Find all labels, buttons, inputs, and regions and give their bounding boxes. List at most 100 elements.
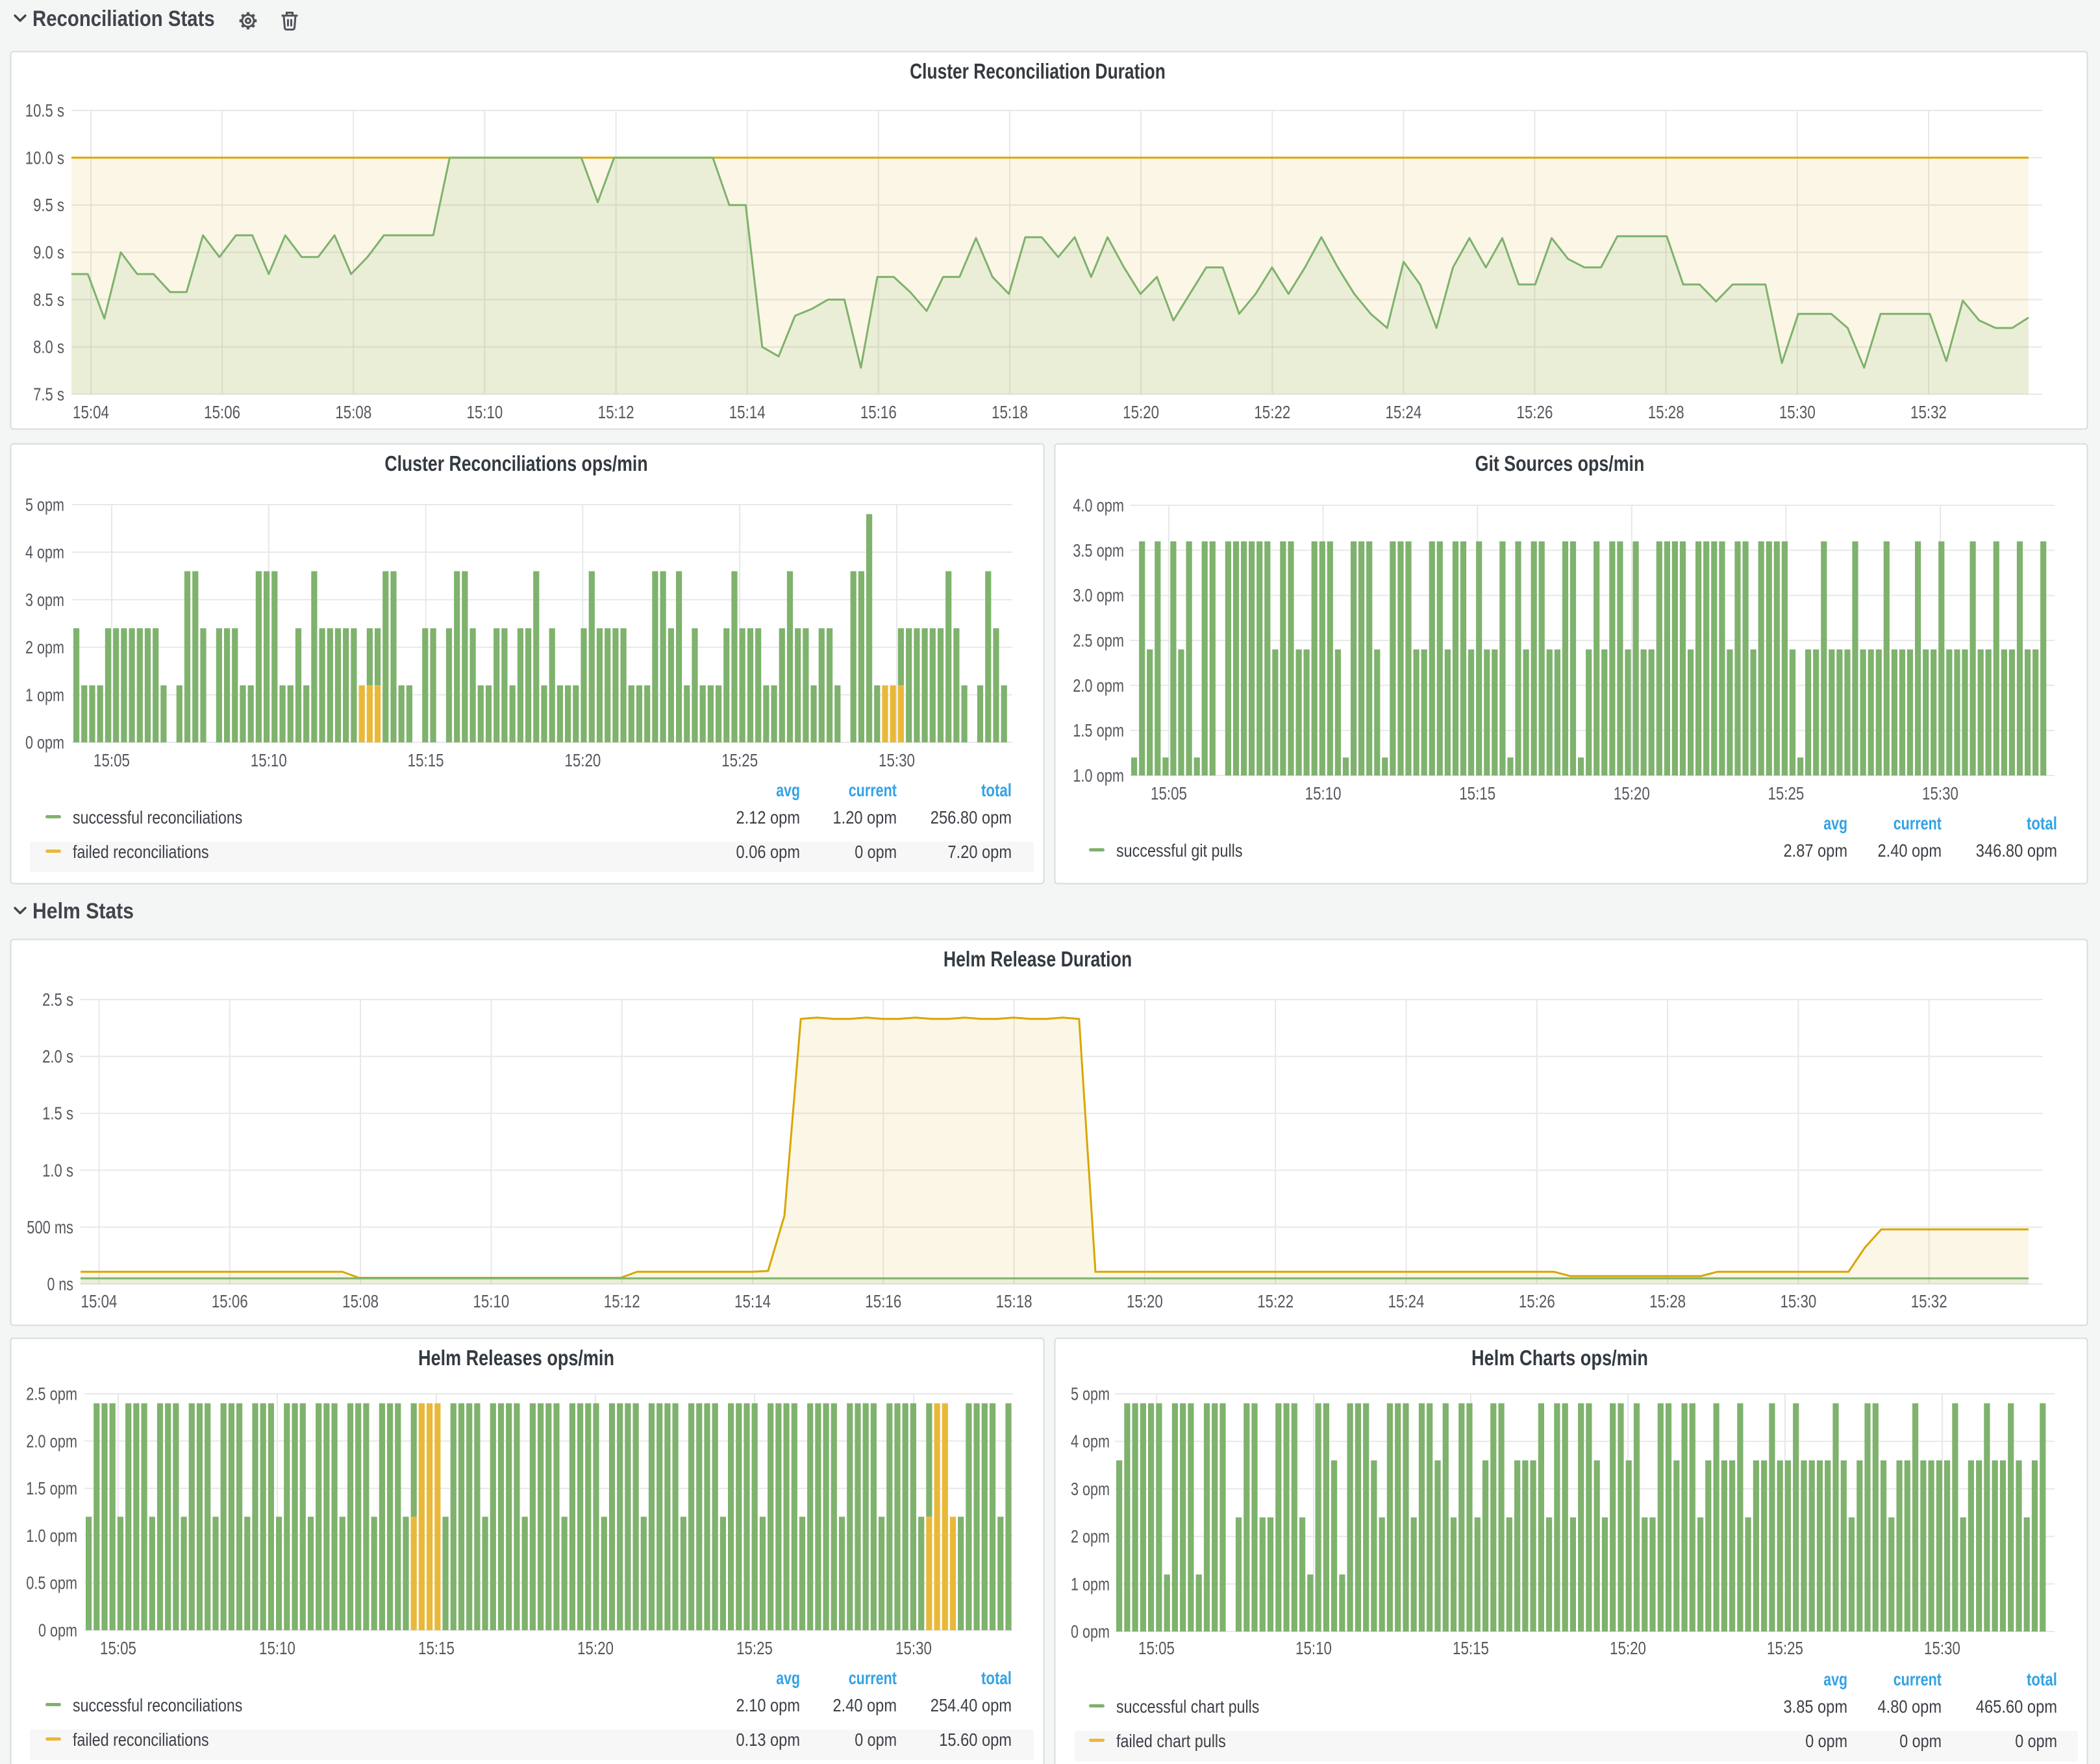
svg-text:3.85 opm: 3.85 opm	[1784, 1696, 1848, 1717]
svg-text:15:32: 15:32	[1910, 402, 1947, 422]
svg-text:15:05: 15:05	[94, 750, 130, 770]
svg-text:total: total	[981, 1668, 1012, 1688]
svg-text:2.0 s: 2.0 s	[42, 1046, 73, 1066]
svg-text:successful chart pulls: successful chart pulls	[1116, 1696, 1259, 1717]
svg-text:Helm Charts ops/min: Helm Charts ops/min	[1471, 1346, 1648, 1370]
svg-text:avg: avg	[776, 780, 800, 800]
svg-text:15:25: 15:25	[1768, 783, 1804, 803]
svg-text:0 ns: 0 ns	[47, 1274, 74, 1294]
svg-text:15.60 opm: 15.60 opm	[939, 1730, 1012, 1750]
svg-text:0 opm: 0 opm	[1071, 1622, 1110, 1642]
svg-text:successful reconciliations: successful reconciliations	[73, 807, 242, 827]
svg-text:current: current	[1894, 1669, 1942, 1689]
svg-text:15:26: 15:26	[1517, 402, 1553, 422]
svg-text:successful reconciliations: successful reconciliations	[73, 1695, 242, 1715]
svg-text:2.0 opm: 2.0 opm	[1073, 675, 1124, 696]
svg-text:256.80 opm: 256.80 opm	[931, 807, 1012, 827]
svg-text:15:28: 15:28	[1648, 402, 1684, 422]
svg-text:4.80 opm: 4.80 opm	[1878, 1696, 1942, 1717]
svg-text:15:14: 15:14	[729, 402, 766, 422]
svg-text:15:24: 15:24	[1385, 402, 1421, 422]
svg-text:failed reconciliations: failed reconciliations	[73, 1730, 209, 1750]
svg-text:2.12 opm: 2.12 opm	[736, 807, 801, 827]
svg-text:0 opm: 0 opm	[2015, 1731, 2057, 1751]
svg-text:5 opm: 5 opm	[25, 495, 64, 515]
svg-text:15:18: 15:18	[996, 1291, 1032, 1311]
svg-text:4 opm: 4 opm	[25, 542, 64, 562]
svg-text:Cluster Reconciliation Duratio: Cluster Reconciliation Duration	[910, 59, 1166, 83]
svg-text:465.60 opm: 465.60 opm	[1976, 1696, 2057, 1717]
svg-text:2.5 opm: 2.5 opm	[26, 1384, 77, 1404]
svg-text:15:30: 15:30	[879, 750, 915, 770]
svg-text:avg: avg	[1823, 813, 1847, 833]
svg-text:15:10: 15:10	[1305, 783, 1342, 803]
svg-text:2.0 opm: 2.0 opm	[26, 1431, 77, 1451]
svg-text:0 opm: 0 opm	[25, 733, 64, 753]
svg-text:15:25: 15:25	[736, 1638, 773, 1658]
svg-text:15:25: 15:25	[1767, 1638, 1803, 1658]
svg-text:Git Sources ops/min: Git Sources ops/min	[1475, 451, 1645, 475]
svg-text:5 opm: 5 opm	[1071, 1384, 1110, 1404]
svg-text:15:30: 15:30	[1924, 1638, 1960, 1658]
svg-text:1.5 opm: 1.5 opm	[26, 1478, 77, 1498]
svg-text:15:15: 15:15	[1459, 783, 1495, 803]
svg-text:current: current	[849, 1668, 897, 1688]
svg-text:successful git pulls: successful git pulls	[1116, 840, 1243, 861]
svg-text:346.80 opm: 346.80 opm	[1976, 840, 2057, 861]
svg-text:15:22: 15:22	[1254, 402, 1290, 422]
svg-text:15:06: 15:06	[212, 1291, 248, 1311]
svg-text:15:20: 15:20	[1123, 402, 1159, 422]
svg-text:current: current	[849, 780, 897, 800]
svg-text:0 opm: 0 opm	[855, 1730, 897, 1750]
svg-text:15:15: 15:15	[418, 1638, 455, 1658]
svg-text:failed reconciliations: failed reconciliations	[73, 842, 209, 862]
svg-text:1.20 opm: 1.20 opm	[833, 807, 897, 827]
svg-text:15:10: 15:10	[466, 402, 503, 422]
svg-text:7.5 s: 7.5 s	[33, 384, 64, 405]
svg-text:15:04: 15:04	[81, 1291, 118, 1311]
svg-text:15:10: 15:10	[473, 1291, 509, 1311]
svg-text:7.20 opm: 7.20 opm	[948, 842, 1012, 862]
svg-text:3 opm: 3 opm	[25, 590, 64, 610]
svg-text:15:08: 15:08	[342, 1291, 379, 1311]
svg-text:avg: avg	[1823, 1669, 1847, 1689]
svg-text:2.5 opm: 2.5 opm	[1073, 631, 1124, 651]
svg-text:9.0 s: 9.0 s	[33, 242, 64, 262]
svg-text:2.87 opm: 2.87 opm	[1784, 840, 1848, 861]
svg-text:0 opm: 0 opm	[1899, 1731, 1942, 1751]
svg-text:15:20: 15:20	[1614, 783, 1650, 803]
svg-text:15:10: 15:10	[1295, 1638, 1332, 1658]
svg-text:2.40 opm: 2.40 opm	[1878, 840, 1942, 861]
svg-text:15:30: 15:30	[1779, 402, 1816, 422]
svg-text:Reconciliation Stats: Reconciliation Stats	[32, 6, 215, 31]
svg-text:15:30: 15:30	[1780, 1291, 1816, 1311]
svg-text:0 opm: 0 opm	[855, 842, 897, 862]
svg-text:8.0 s: 8.0 s	[33, 337, 64, 357]
svg-text:15:16: 15:16	[865, 1291, 901, 1311]
svg-text:avg: avg	[776, 1668, 800, 1688]
svg-text:3.0 opm: 3.0 opm	[1073, 585, 1124, 605]
svg-text:15:05: 15:05	[100, 1638, 136, 1658]
svg-text:2 opm: 2 opm	[1071, 1526, 1110, 1546]
svg-text:15:26: 15:26	[1519, 1291, 1555, 1311]
svg-text:10.5 s: 10.5 s	[25, 101, 64, 121]
svg-text:0.13 opm: 0.13 opm	[736, 1730, 801, 1750]
svg-text:15:10: 15:10	[259, 1638, 295, 1658]
svg-text:15:05: 15:05	[1138, 1638, 1175, 1658]
svg-text:1.5 s: 1.5 s	[42, 1103, 73, 1124]
svg-text:8.5 s: 8.5 s	[33, 290, 64, 310]
svg-text:4 opm: 4 opm	[1071, 1431, 1110, 1452]
svg-text:1.0 opm: 1.0 opm	[26, 1526, 77, 1546]
svg-text:1.0 s: 1.0 s	[42, 1160, 73, 1180]
svg-text:current: current	[1894, 813, 1942, 833]
svg-text:15:15: 15:15	[1453, 1638, 1489, 1658]
svg-text:3.5 opm: 3.5 opm	[1073, 540, 1124, 561]
svg-text:15:10: 15:10	[251, 750, 287, 770]
svg-text:3 opm: 3 opm	[1071, 1479, 1110, 1499]
svg-text:15:05: 15:05	[1151, 783, 1187, 803]
svg-text:1.5 opm: 1.5 opm	[1073, 720, 1124, 740]
svg-text:2.40 opm: 2.40 opm	[833, 1695, 897, 1715]
svg-text:15:12: 15:12	[598, 402, 634, 422]
svg-text:15:20: 15:20	[1127, 1291, 1163, 1311]
svg-text:15:30: 15:30	[895, 1638, 932, 1658]
